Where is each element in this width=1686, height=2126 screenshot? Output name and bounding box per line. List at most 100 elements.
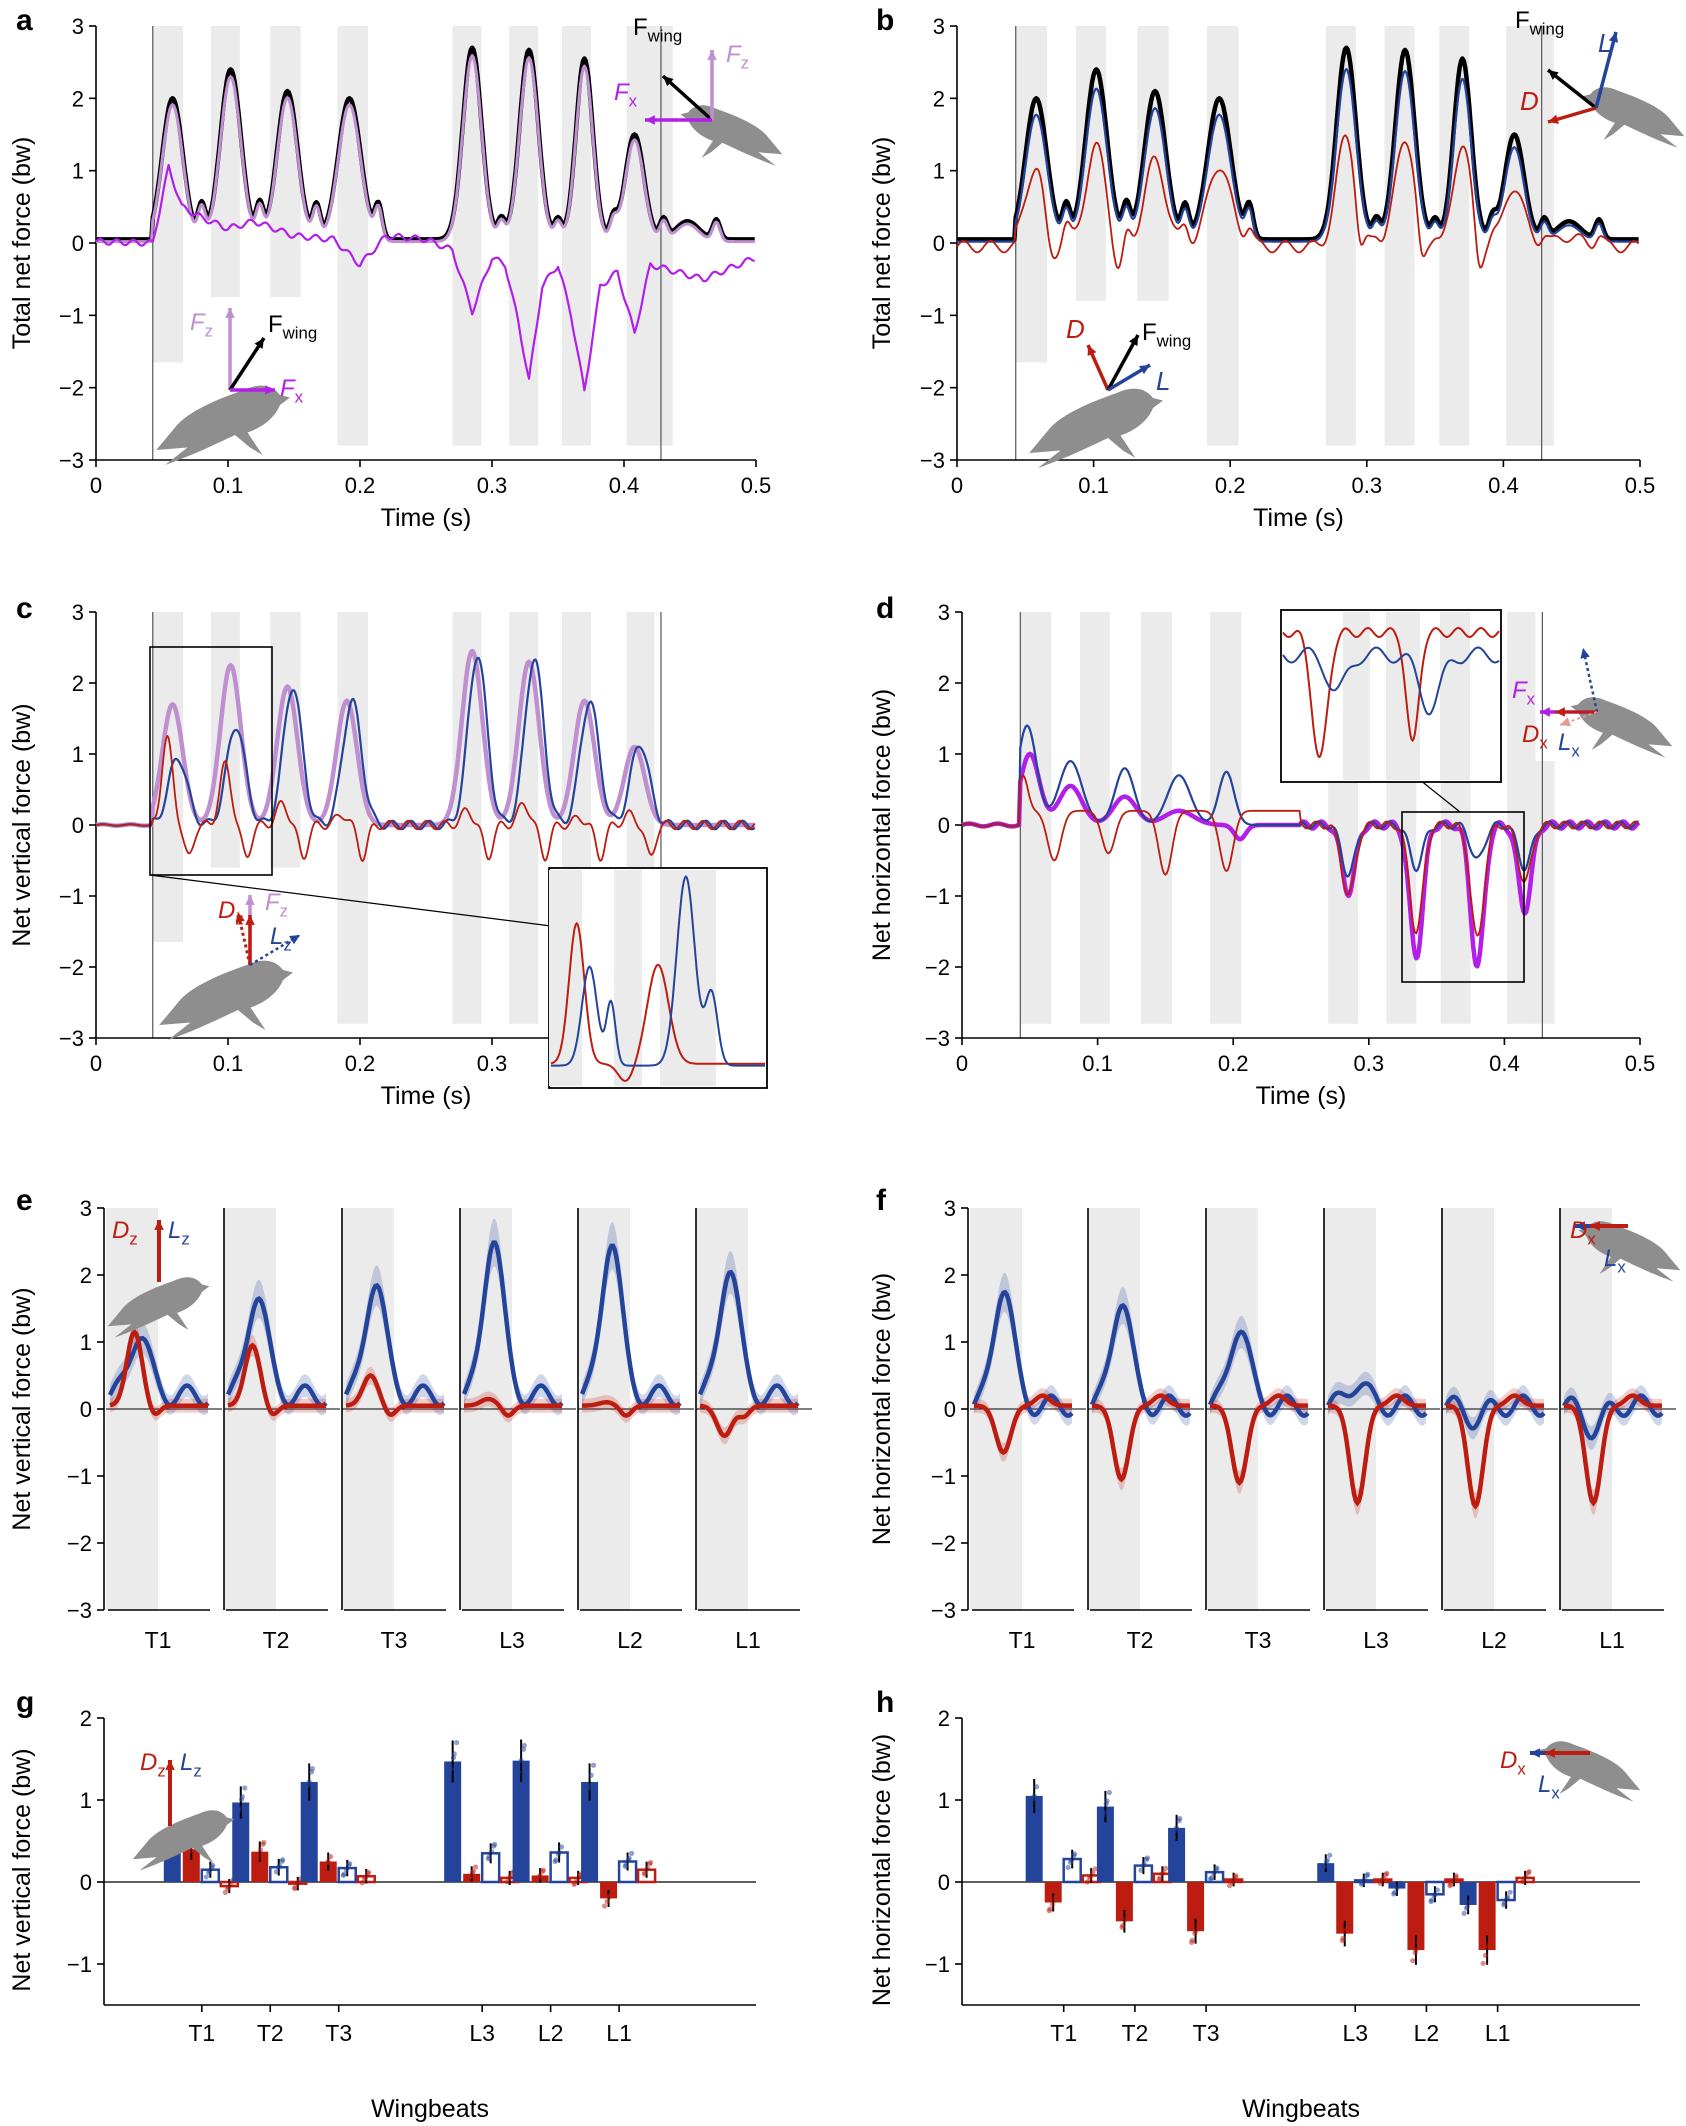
data-point [507,1874,514,1880]
series-lift [461,1240,564,1408]
data-point [1464,1904,1470,1910]
category-label: L1 [735,1627,761,1653]
inset-lx [1282,646,1500,716]
data-point [1195,1921,1201,1928]
wingbeat-shade-band [1506,26,1535,446]
x-tick-label: 0.2 [345,1051,376,1076]
y-tick-label: 2 [72,86,84,111]
data-point [1526,1868,1532,1875]
data-point [467,1873,473,1880]
category-label: T1 [1009,1627,1036,1653]
data-point [1429,1897,1435,1903]
data-point [228,1880,234,1887]
data-point [236,1805,242,1811]
data-point [210,1862,216,1868]
data-point [347,1861,353,1867]
y-tick-label: 3 [72,600,84,625]
x-axis-label: Wingbeats [371,2095,489,2123]
fx-label: Fx [614,79,638,111]
data-point [295,1879,302,1886]
x-tick-label: 0 [90,1051,102,1076]
y-tick-label: 0 [72,231,84,256]
data-point [540,1867,546,1873]
data-point [626,1855,632,1861]
data-point [1160,1869,1166,1876]
series-lift [697,1269,800,1408]
y-tick-label: 1 [938,1788,950,1813]
y-tick-label: 2 [933,86,945,111]
data-point [1448,1881,1454,1888]
series-dz [95,735,756,862]
d-label: D [1066,314,1085,344]
x-tick-label: 0.5 [1625,1051,1656,1076]
bird-silhouette [1538,1741,1641,1802]
data-point [1106,1789,1112,1796]
data-point [1413,1947,1419,1953]
data-point [537,1872,543,1879]
y-axis-label: Net horizontal force (bw) [868,1734,896,2006]
category-label: L3 [1363,1627,1389,1653]
y-tick-label: 0 [72,813,84,838]
panel-b: −3 −2 −1 0 1 2 3 0 0.1 0.2 0.3 0.4 0.5 Time (s) Total … [868,4,1655,532]
lz-label: Lz [180,1749,202,1781]
y-tick-label: −1 [931,1464,956,1489]
bar-lz-downstroke [444,1761,462,1882]
series-lift [225,1295,328,1408]
series-drag [1209,1393,1308,1486]
inset-shade [660,870,716,1086]
series-fx [95,163,755,392]
y-tick-label: 1 [80,1330,92,1355]
y-tick-label: −3 [59,1026,84,1051]
series-lift [1562,1393,1664,1441]
category-label: T1 [145,1627,172,1653]
dx-vector-head [1590,1221,1600,1231]
d-vector-head [1087,345,1097,356]
series-drag [464,1396,562,1418]
vector-diagram-b-top: Fwing L D [1515,7,1685,148]
data-point [1359,1880,1365,1886]
data-point [1233,1873,1239,1879]
y-tick-label: −2 [931,1531,956,1556]
x-tick-label: 0.1 [213,1051,244,1076]
data-point [1031,1793,1037,1799]
data-point [647,1859,654,1866]
data-point [1434,1887,1440,1893]
data-point [1230,1878,1236,1884]
l-dotted-shaft [1581,647,1599,713]
zoom-connector [149,874,552,927]
y-axis-label: Net vertical force (bw) [8,703,36,946]
series-drag [109,1328,208,1417]
category-label: L1 [1485,2020,1511,2046]
data-point [1144,1855,1150,1861]
category-label: T1 [188,2020,215,2046]
x-axis-label: Time (s) [381,1082,472,1110]
wingbeat-shade-band [210,612,240,868]
y-tick-label: 1 [938,742,950,767]
data-point [601,1903,608,1909]
data-point [1461,1910,1467,1916]
y-tick-label: 2 [72,671,84,696]
fx-label: Fx [280,375,304,407]
series-net-force [956,45,1640,242]
data-point [1327,1852,1333,1858]
panel-f: −3 −2 −1 0 1 2 3 Net horizontal force (bw) f T1 T2… [868,1184,1676,1653]
data-point [1482,1952,1489,1958]
bird-icon [1578,1221,1681,1282]
panel-label: b [876,4,894,37]
lx-vector-head [1575,1221,1585,1231]
panel-label: c [16,592,33,625]
bar-lz-downstroke [581,1781,599,1882]
y-axis-label: Total net force (bw) [8,137,36,350]
bar-lz-downstroke [512,1760,530,1882]
y-tick-label: 1 [80,1788,92,1813]
data-point [225,1884,232,1890]
y-tick-label: 3 [944,1196,956,1221]
data-point [1346,1919,1352,1925]
x-tick-label: 0.2 [1218,1051,1249,1076]
inset-d [1280,609,1525,983]
bird-icon [680,105,783,166]
data-point [1507,1889,1513,1895]
series-fz [95,648,756,828]
panel-label: e [16,1184,33,1217]
